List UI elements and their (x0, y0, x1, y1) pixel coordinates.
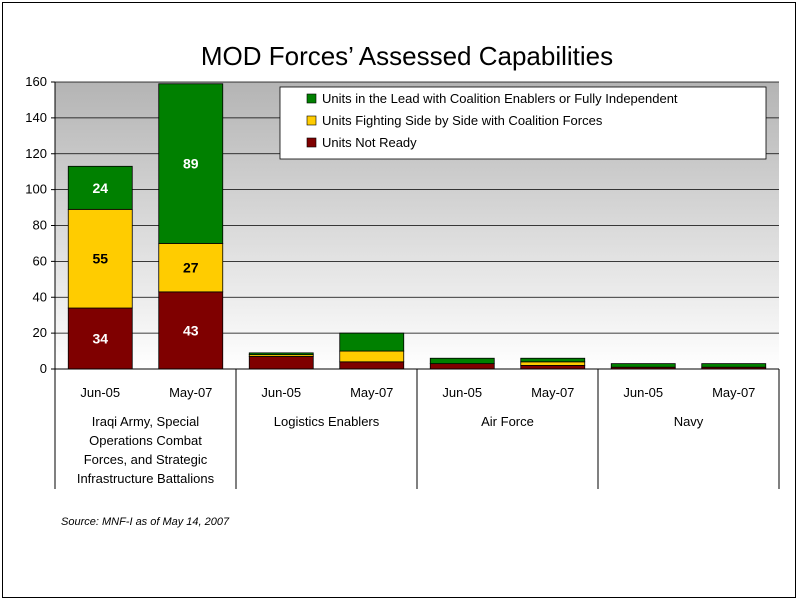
group-label: Iraqi Army, Special (92, 414, 200, 429)
category-label: Jun-05 (80, 385, 120, 400)
data-label: 34 (92, 331, 108, 347)
legend-swatch (306, 115, 317, 126)
group-label: Logistics Enablers (274, 414, 380, 429)
bar-segment (67, 165, 133, 210)
legend-label: Units Not Ready (322, 135, 417, 150)
bar-segment (248, 352, 314, 356)
bar-segment (339, 332, 405, 352)
category-label: May-07 (712, 385, 755, 400)
bars: 34 55 24 43 27 89 (67, 83, 767, 370)
group-label: Navy (674, 414, 704, 429)
bar-segment (520, 361, 586, 366)
chart-title: MOD Forces’ Assessed Capabilities (201, 41, 613, 71)
data-label: 24 (92, 180, 108, 196)
y-tick-label: 100 (25, 182, 47, 197)
data-label: 27 (183, 260, 199, 276)
chart: MOD Forces’ Assessed Capabilities 34 55 24… (25, 41, 780, 528)
category-label: May-07 (531, 385, 574, 400)
y-tick-label: 20 (33, 325, 47, 340)
bar-segment (158, 83, 224, 244)
y-tick-label: 140 (25, 110, 47, 125)
bar-segment (339, 361, 405, 370)
data-label: 89 (183, 156, 199, 172)
group-label: Forces, and Strategic (84, 452, 208, 467)
category-label: May-07 (350, 385, 393, 400)
group-label: Air Force (481, 414, 534, 429)
axes: 0 20 40 60 80 100 120 140 160 Jun-05 May-07 Jun-05 M… (25, 74, 780, 489)
bar-segment (701, 363, 767, 368)
legend-box (279, 86, 767, 160)
bar-segment (429, 357, 495, 365)
source-note: Source: MNF-I as of May 14, 2007 (61, 516, 230, 528)
y-tick-label: 60 (33, 253, 47, 268)
legend-swatch (306, 93, 317, 104)
bar-segment (339, 350, 405, 363)
bar-segment (248, 356, 314, 370)
legend: Units in the Lead with Coalition Enabler… (279, 86, 767, 160)
data-label: 43 (183, 322, 199, 338)
data-label: 55 (92, 251, 108, 267)
bar-segment (520, 357, 586, 363)
category-label: Jun-05 (623, 385, 663, 400)
legend-label: Units in the Lead with Coalition Enabler… (322, 91, 678, 106)
y-tick-label: 0 (40, 361, 47, 376)
bar-segment (158, 291, 224, 370)
bar-segment (520, 365, 586, 370)
y-tick-label: 160 (25, 74, 47, 89)
y-tick-label: 80 (33, 218, 47, 233)
category-label: Jun-05 (442, 385, 482, 400)
category-label: May-07 (169, 385, 212, 400)
bar-segment (67, 307, 133, 370)
bar-segment (429, 363, 495, 370)
category-label: Jun-05 (261, 385, 301, 400)
group-label: Infrastructure Battalions (77, 471, 215, 486)
legend-swatch (306, 137, 317, 148)
bar-segment (67, 208, 133, 309)
bar-segment (610, 363, 676, 368)
group-label: Operations Combat (89, 433, 202, 448)
y-tick-label: 40 (33, 289, 47, 304)
y-tick-label: 120 (25, 146, 47, 161)
legend-label: Units Fighting Side by Side with Coaliti… (322, 113, 603, 128)
